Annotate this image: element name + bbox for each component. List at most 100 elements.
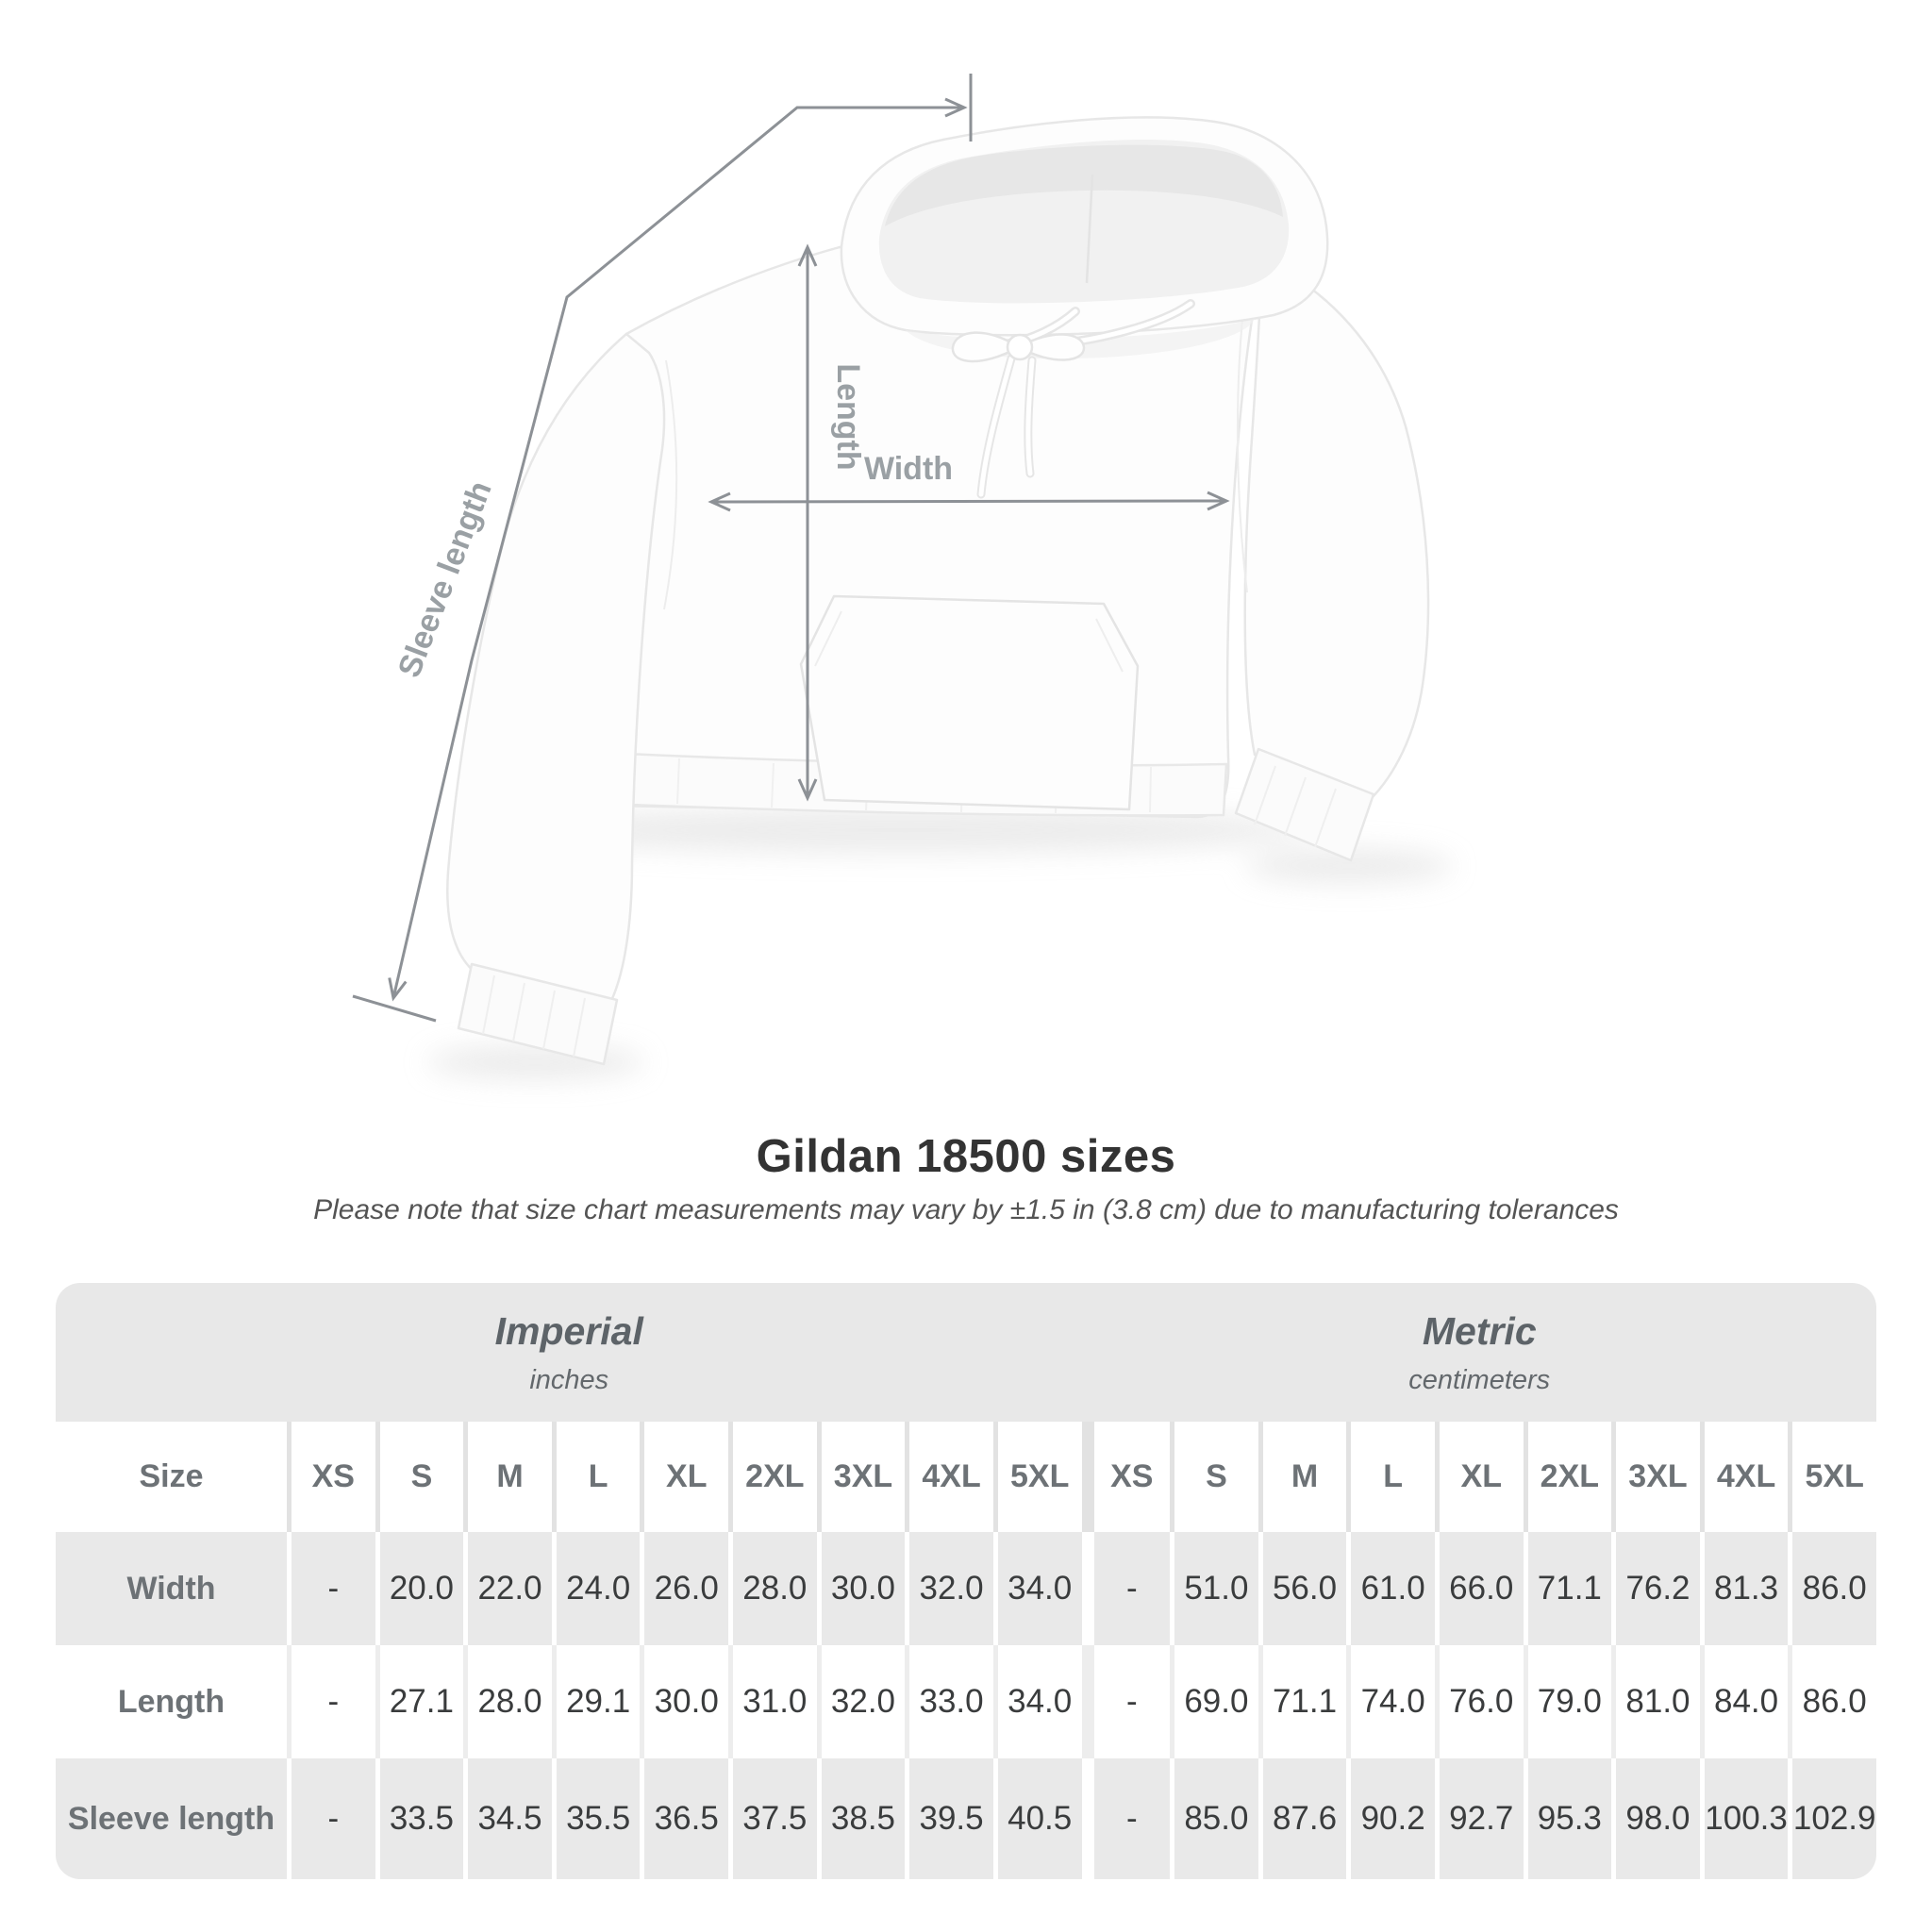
value-cell-metric: 95.3 bbox=[1523, 1758, 1612, 1879]
size-header-metric: S bbox=[1170, 1422, 1258, 1532]
row-label: Length bbox=[56, 1645, 287, 1758]
value-cell-metric: 51.0 bbox=[1170, 1532, 1258, 1645]
width-label: Width bbox=[864, 451, 953, 487]
value-cell-metric: 71.1 bbox=[1523, 1532, 1612, 1645]
value-cell-imperial: 37.5 bbox=[728, 1758, 817, 1879]
value-cell-metric: 86.0 bbox=[1788, 1645, 1876, 1758]
value-cell-metric: 61.0 bbox=[1346, 1532, 1435, 1645]
value-cell-metric: 85.0 bbox=[1170, 1758, 1258, 1879]
imperial-unit: inches bbox=[529, 1364, 609, 1395]
metric-unit: centimeters bbox=[1408, 1364, 1551, 1395]
value-cell-imperial: 22.0 bbox=[463, 1532, 552, 1645]
size-header-imperial: 3XL bbox=[816, 1422, 906, 1532]
size-header-metric: L bbox=[1346, 1422, 1435, 1532]
size-table-rows: Size XS S M L XL 2XL 3XL 4XL 5XL XS S M L XL 2XL 3XL 4XL 5… bbox=[56, 1422, 1876, 1879]
value-cell-metric: 84.0 bbox=[1699, 1645, 1789, 1758]
length-label: Length bbox=[830, 363, 866, 470]
size-header-imperial: 2XL bbox=[728, 1422, 817, 1532]
hood-drawstrings bbox=[951, 299, 1195, 499]
size-header-imperial: L bbox=[551, 1422, 641, 1532]
value-cell-imperial: 30.0 bbox=[816, 1532, 906, 1645]
value-cell-metric: 76.0 bbox=[1434, 1645, 1524, 1758]
value-cell-imperial: 20.0 bbox=[375, 1532, 464, 1645]
value-cell-imperial: 32.0 bbox=[905, 1532, 993, 1645]
size-table: Imperial inches Metric centimeters Size X… bbox=[56, 1283, 1876, 1879]
value-cell-metric: 87.6 bbox=[1257, 1758, 1347, 1879]
page-title: Gildan 18500 sizes bbox=[756, 1131, 1176, 1182]
value-cell-metric: 74.0 bbox=[1346, 1645, 1435, 1758]
value-cell-metric: 86.0 bbox=[1788, 1532, 1876, 1645]
value-cell-imperial: 31.0 bbox=[728, 1645, 817, 1758]
size-header-metric: XS bbox=[1081, 1422, 1171, 1532]
table-header-row: Size XS S M L XL 2XL 3XL 4XL 5XL XS S M L XL 2XL 3XL 4XL 5… bbox=[56, 1422, 1876, 1532]
value-cell-metric: 56.0 bbox=[1257, 1532, 1347, 1645]
value-cell-metric: - bbox=[1081, 1532, 1171, 1645]
value-cell-imperial: 36.5 bbox=[640, 1758, 729, 1879]
value-cell-metric: 81.0 bbox=[1611, 1645, 1700, 1758]
hoodie-pocket bbox=[799, 594, 1140, 811]
value-cell-metric: 69.0 bbox=[1170, 1645, 1258, 1758]
size-header-imperial: S bbox=[375, 1422, 464, 1532]
value-cell-metric: 100.3 bbox=[1699, 1758, 1789, 1879]
value-cell-imperial: 40.5 bbox=[992, 1758, 1082, 1879]
value-cell-metric: - bbox=[1081, 1758, 1171, 1879]
value-cell-metric: 92.7 bbox=[1434, 1758, 1524, 1879]
value-cell-imperial: 34.0 bbox=[992, 1645, 1082, 1758]
value-cell-imperial: 33.5 bbox=[375, 1758, 464, 1879]
value-cell-imperial: 32.0 bbox=[816, 1645, 906, 1758]
value-cell-metric: 102.9 bbox=[1788, 1758, 1876, 1879]
size-header-metric: XL bbox=[1434, 1422, 1524, 1532]
value-cell-imperial: 24.0 bbox=[551, 1532, 641, 1645]
value-cell-imperial: - bbox=[287, 1532, 375, 1645]
value-cell-metric: - bbox=[1081, 1645, 1171, 1758]
value-cell-imperial: 27.1 bbox=[375, 1645, 464, 1758]
size-header-imperial: XL bbox=[640, 1422, 729, 1532]
size-header-metric: 3XL bbox=[1611, 1422, 1700, 1532]
value-cell-imperial: - bbox=[287, 1758, 375, 1879]
size-header-imperial: M bbox=[463, 1422, 552, 1532]
value-cell-metric: 76.2 bbox=[1611, 1532, 1700, 1645]
size-header-imperial: XS bbox=[287, 1422, 375, 1532]
table-row-length: Length -27.1 28.0 29.1 30.0 31.0 32.0 33.0 34.0-… bbox=[56, 1645, 1876, 1758]
value-cell-imperial: 30.0 bbox=[640, 1645, 729, 1758]
size-column-header: Size bbox=[56, 1422, 287, 1532]
value-cell-imperial: 34.0 bbox=[992, 1532, 1082, 1645]
value-cell-imperial: 28.0 bbox=[728, 1532, 817, 1645]
metric-label: Metric bbox=[1422, 1308, 1537, 1353]
row-label: Sleeve length bbox=[56, 1758, 287, 1879]
unit-band: Imperial inches Metric centimeters bbox=[56, 1283, 1876, 1422]
value-cell-imperial: 34.5 bbox=[463, 1758, 552, 1879]
size-header-metric: 5XL bbox=[1788, 1422, 1876, 1532]
sleeve-length-bottom-tick bbox=[352, 994, 437, 1023]
hood-interior-shadow bbox=[885, 144, 1283, 226]
value-cell-metric: 66.0 bbox=[1434, 1532, 1524, 1645]
imperial-unit-group: Imperial inches bbox=[56, 1283, 1083, 1422]
value-cell-imperial: 29.1 bbox=[551, 1645, 641, 1758]
value-cell-metric: 98.0 bbox=[1611, 1758, 1700, 1879]
right-cuff-ribs bbox=[1254, 765, 1337, 848]
hoodie-right-sleeve bbox=[1243, 258, 1430, 802]
value-cell-imperial: 39.5 bbox=[905, 1758, 993, 1879]
size-header-metric: 2XL bbox=[1523, 1422, 1612, 1532]
value-cell-imperial: - bbox=[287, 1645, 375, 1758]
table-row-sleeve-length: Sleeve length -33.5 34.5 35.5 36.5 37.5 38.5 39… bbox=[56, 1758, 1876, 1879]
metric-unit-group: Metric centimeters bbox=[1083, 1283, 1876, 1422]
value-cell-imperial: 35.5 bbox=[551, 1758, 641, 1879]
value-cell-imperial: 26.0 bbox=[640, 1532, 729, 1645]
size-header-metric: 4XL bbox=[1699, 1422, 1789, 1532]
hoodie-figure: Length Width Sleeve length bbox=[352, 74, 1453, 1079]
value-cell-metric: 90.2 bbox=[1346, 1758, 1435, 1879]
value-cell-metric: 81.3 bbox=[1699, 1532, 1789, 1645]
hood-center-seam bbox=[1085, 174, 1094, 284]
table-row-width: Width -20.0 22.0 24.0 26.0 28.0 30.0 32.0 34.0-5… bbox=[56, 1532, 1876, 1645]
sleeve-length-line bbox=[388, 97, 968, 1002]
imperial-label: Imperial bbox=[494, 1308, 643, 1353]
measurement-annotations bbox=[352, 74, 1230, 1023]
value-cell-imperial: 28.0 bbox=[463, 1645, 552, 1758]
size-header-imperial: 4XL bbox=[905, 1422, 993, 1532]
row-label: Width bbox=[56, 1532, 287, 1645]
hoodie-figure-svg: Length Width Sleeve length bbox=[352, 74, 1453, 1079]
hoodie-left-sleeve bbox=[446, 332, 666, 1013]
width-line bbox=[708, 491, 1230, 512]
